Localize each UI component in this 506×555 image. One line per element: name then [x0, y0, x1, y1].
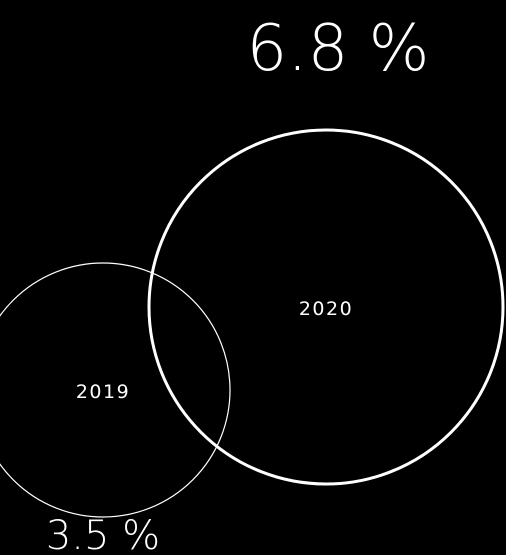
year-label-2020: 2020 [299, 298, 353, 320]
bubble-2020 [147, 128, 505, 486]
value-label-2019: 3.5 % [46, 513, 160, 555]
bubble-2019 [0, 262, 231, 518]
value-label-2020: 6.8 % [247, 12, 430, 86]
year-label-2019: 2019 [76, 381, 130, 403]
